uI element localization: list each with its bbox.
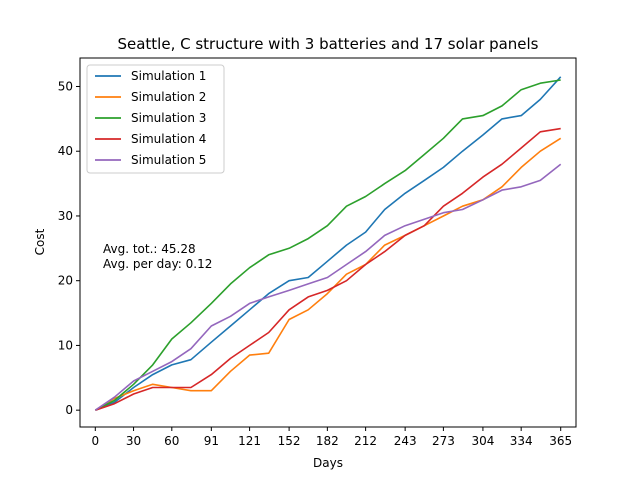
x-axis: 0 30 60 91 121 152 182 212 243 273 304 334 365: [91, 427, 572, 448]
y-axis-label: Cost: [33, 228, 47, 255]
y-tick-label: 20: [58, 274, 73, 288]
x-tick-label: 334: [510, 434, 533, 448]
legend-label-1: Simulation 1: [131, 69, 206, 83]
annotation-line-total: Avg. tot.: 45.28: [103, 242, 196, 256]
stats-annotation: Avg. tot.: 45.28 Avg. per day: 0.12: [103, 242, 212, 271]
y-axis: 0 10 20 30 40 50: [58, 79, 80, 417]
x-tick-label: 243: [394, 434, 417, 448]
legend-label-2: Simulation 2: [131, 90, 206, 104]
y-tick-label: 50: [58, 79, 73, 93]
x-axis-label: Days: [313, 456, 343, 470]
x-tick-label: 30: [126, 434, 141, 448]
x-tick-label: 0: [91, 434, 99, 448]
legend-label-5: Simulation 5: [131, 153, 206, 167]
y-tick-label: 30: [58, 209, 73, 223]
x-tick-label: 60: [164, 434, 179, 448]
legend-box: [86, 64, 225, 174]
x-tick-label: 91: [204, 434, 219, 448]
x-tick-label: 121: [238, 434, 261, 448]
x-tick-label: 273: [432, 434, 455, 448]
series-layer: [94, 76, 562, 411]
x-tick-label: 212: [354, 434, 377, 448]
legend-label-4: Simulation 4: [131, 132, 206, 146]
y-tick-label: 0: [65, 403, 73, 417]
legend: Simulation 1 Simulation 2 Simulation 3 Simu…: [86, 64, 225, 174]
x-tick-label: 152: [278, 434, 301, 448]
x-tick-label: 365: [549, 434, 572, 448]
plot-frame: [79, 57, 577, 428]
x-tick-label: 304: [471, 434, 494, 448]
series-line-1: [94, 76, 562, 411]
legend-label-3: Simulation 3: [131, 111, 206, 125]
y-tick-label: 10: [58, 338, 73, 352]
x-tick-label: 182: [316, 434, 339, 448]
y-tick-label: 40: [58, 144, 73, 158]
series-line-5: [94, 163, 562, 411]
series-line-3: [94, 79, 561, 411]
chart-title: Seattle, C structure with 3 batteries an…: [117, 35, 538, 53]
annotation-line-per-day: Avg. per day: 0.12: [103, 257, 212, 271]
series-line-4: [95, 127, 561, 411]
